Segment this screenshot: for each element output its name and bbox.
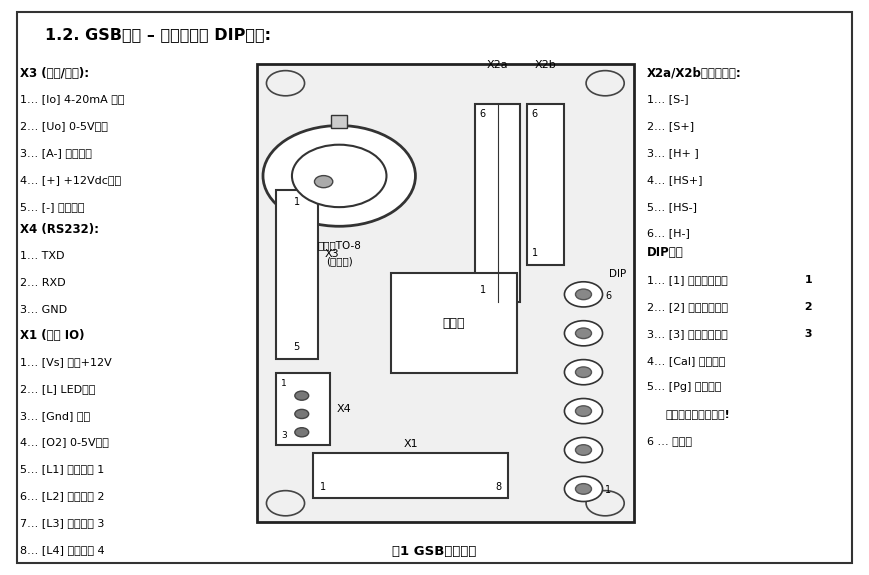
Text: 3… GND: 3… GND: [21, 305, 68, 315]
Text: 5… [L1] 阀値开关 1: 5… [L1] 阀値开关 1: [21, 465, 104, 474]
Bar: [331, 115, 347, 128]
Text: 6 … 不使用: 6 … 不使用: [647, 436, 692, 446]
Text: 1: 1: [480, 285, 486, 295]
Text: 1: 1: [320, 482, 326, 492]
Circle shape: [575, 367, 592, 377]
Text: 1: 1: [801, 275, 813, 285]
Text: 1… [S-]: 1… [S-]: [647, 94, 688, 104]
Text: 6: 6: [480, 109, 486, 119]
Text: 6: 6: [532, 109, 538, 119]
Circle shape: [565, 476, 602, 501]
Text: 1: 1: [294, 197, 300, 207]
Text: 8… [L4] 阀値开关 4: 8… [L4] 阀値开关 4: [21, 545, 105, 555]
Circle shape: [565, 398, 602, 424]
Text: X4 (RS232):: X4 (RS232):: [21, 224, 99, 236]
Circle shape: [575, 328, 592, 339]
Circle shape: [295, 391, 308, 400]
Text: 1… [1] 传感器选择位: 1… [1] 传感器选择位: [647, 275, 727, 285]
Bar: [276, 190, 317, 359]
Text: 1: 1: [532, 248, 538, 258]
Text: 2: 2: [801, 302, 813, 312]
Circle shape: [565, 438, 602, 463]
Text: 4… [HS+]: 4… [HS+]: [647, 175, 702, 185]
Text: 1.2. GSB布局 – 端子分配和 DIP开关:: 1.2. GSB布局 – 端子分配和 DIP开关:: [44, 27, 271, 42]
Text: 6: 6: [605, 290, 611, 301]
Text: DIP开关: DIP开关: [647, 246, 684, 259]
Circle shape: [565, 282, 602, 307]
Text: (在板上): (在板上): [326, 256, 353, 266]
Circle shape: [292, 145, 387, 207]
Circle shape: [267, 71, 304, 96]
Circle shape: [565, 359, 602, 385]
Circle shape: [295, 409, 308, 419]
Bar: [475, 105, 521, 302]
Text: X2a/X2b外接传感器:: X2a/X2b外接传感器:: [647, 67, 741, 80]
Text: 5… [HS-]: 5… [HS-]: [647, 202, 697, 212]
Circle shape: [575, 484, 592, 494]
Text: 5… [-] 地面电源: 5… [-] 地面电源: [21, 202, 85, 212]
Text: 3: 3: [801, 329, 813, 339]
Text: 3… [Gnd] 接地: 3… [Gnd] 接地: [21, 411, 90, 420]
Text: 图1 GSB端子分配: 图1 GSB端子分配: [392, 545, 477, 558]
Text: 在正常工作期间关闭!: 在正常工作期间关闭!: [666, 409, 731, 419]
Text: 4… [Cal] 校准开关: 4… [Cal] 校准开关: [647, 355, 725, 366]
Bar: [257, 64, 634, 522]
Text: 6… [H-]: 6… [H-]: [647, 228, 690, 239]
Bar: [313, 454, 508, 498]
Bar: [391, 273, 517, 373]
Text: 3… [H+ ]: 3… [H+ ]: [647, 148, 699, 158]
Circle shape: [586, 490, 624, 516]
Bar: [276, 373, 329, 445]
Circle shape: [586, 71, 624, 96]
Circle shape: [315, 175, 333, 187]
Text: 5… [Pg] 编程开关: 5… [Pg] 编程开关: [647, 382, 721, 393]
Text: 3… [3] 传感器选择位: 3… [3] 传感器选择位: [647, 329, 727, 339]
Text: 2… [Uo] 0-5V输出: 2… [Uo] 0-5V输出: [21, 121, 109, 131]
Text: 5: 5: [294, 342, 300, 352]
Bar: [527, 105, 564, 264]
Text: 控制器: 控制器: [442, 317, 465, 330]
Text: 1: 1: [282, 379, 287, 388]
Circle shape: [575, 406, 592, 416]
Text: X2a: X2a: [487, 60, 508, 70]
Text: 3: 3: [282, 431, 287, 440]
Circle shape: [565, 321, 602, 346]
Text: X1 (普通 IO): X1 (普通 IO): [21, 329, 85, 342]
Circle shape: [295, 428, 308, 437]
Text: X4: X4: [336, 404, 351, 414]
Text: 4… [O2] 0-5V输出: 4… [O2] 0-5V输出: [21, 438, 109, 447]
Text: 8: 8: [495, 482, 501, 492]
Text: 2… RXD: 2… RXD: [21, 278, 66, 288]
Text: 3… [A-] 模拟接地: 3… [A-] 模拟接地: [21, 148, 92, 158]
Text: 4… [+] +12Vdc电源: 4… [+] +12Vdc电源: [21, 175, 122, 185]
Text: 1… [Io] 4-20mA 输出: 1… [Io] 4-20mA 输出: [21, 94, 125, 104]
Circle shape: [575, 289, 592, 300]
Text: 2… [L] LED输出: 2… [L] LED输出: [21, 384, 96, 394]
Text: X2b: X2b: [534, 60, 556, 70]
Text: 1… [Vs] 可选+12V: 1… [Vs] 可选+12V: [21, 356, 112, 367]
Text: 1… TXD: 1… TXD: [21, 251, 65, 262]
Text: X1: X1: [403, 439, 418, 449]
Text: 2… [2] 传感器选择位: 2… [2] 传感器选择位: [647, 302, 727, 312]
Text: X3: X3: [324, 250, 339, 259]
Text: DIP: DIP: [609, 269, 627, 279]
Circle shape: [263, 125, 415, 227]
Text: 可选的TO-8: 可选的TO-8: [317, 240, 362, 251]
Text: 1: 1: [605, 485, 611, 495]
Text: 7… [L3] 阀値开关 3: 7… [L3] 阀値开关 3: [21, 518, 105, 528]
Circle shape: [575, 444, 592, 455]
Circle shape: [267, 490, 304, 516]
Text: 2… [S+]: 2… [S+]: [647, 121, 693, 131]
Text: 6… [L2] 阀値开关 2: 6… [L2] 阀値开关 2: [21, 491, 105, 501]
Text: X3 (电源/模拟):: X3 (电源/模拟):: [21, 67, 90, 80]
